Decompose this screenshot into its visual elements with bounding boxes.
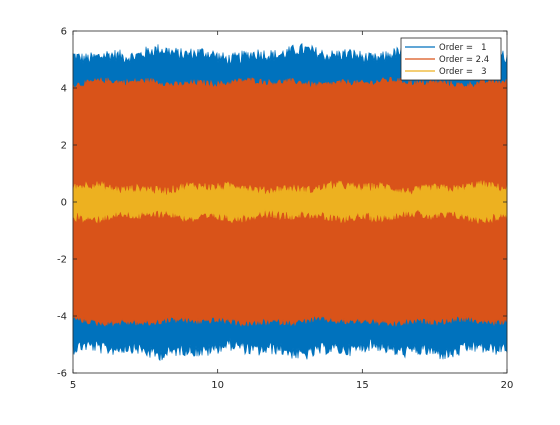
- y-tick-label: -4: [57, 312, 67, 323]
- y-tick-label: 4: [61, 84, 67, 95]
- x-tick-label: 20: [501, 380, 514, 391]
- y-tick-label: 0: [61, 198, 67, 209]
- x-tick-label: 15: [356, 380, 369, 391]
- x-tick-label: 5: [70, 380, 76, 391]
- y-tick-label: 2: [61, 141, 67, 152]
- legend-label: Order = 2.4: [439, 55, 489, 65]
- axes-layer: 5 10 15 20 -6 -4 -2 0 2 4 6: [57, 27, 513, 392]
- legend-label: Order = 1: [439, 43, 487, 53]
- legend-label: Order = 3: [439, 67, 487, 77]
- legend: Order = 1 Order = 2.4 Order = 3: [400, 37, 502, 81]
- y-tick-label: -2: [57, 255, 67, 266]
- y-tick-label: -6: [57, 369, 67, 380]
- y-tick-label: 6: [61, 27, 67, 38]
- x-tick-label: 10: [211, 380, 224, 391]
- series-layer: [72, 43, 508, 362]
